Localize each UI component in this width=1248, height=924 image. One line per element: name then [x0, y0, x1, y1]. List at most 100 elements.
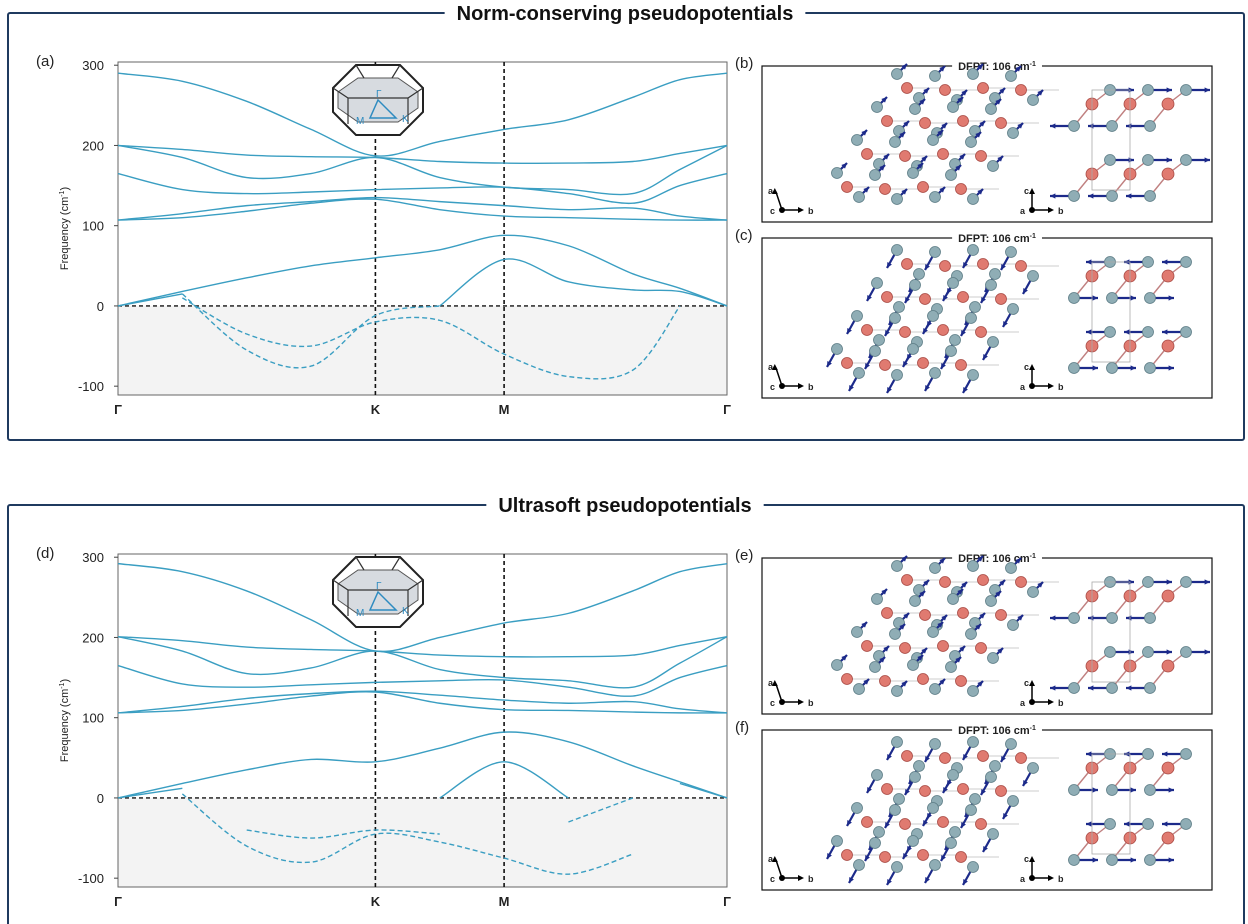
ligand-atom: [1145, 363, 1156, 374]
ligand-atom: [1143, 85, 1154, 96]
structure-inset: (e)DFPT: 106 cm-1acbcab: [735, 547, 1212, 714]
axis-label: c: [770, 206, 775, 216]
ligand-atom: [1008, 620, 1019, 631]
ligand-atom: [1145, 121, 1156, 132]
ligand-atom: [870, 346, 881, 357]
panel-label: (a): [36, 53, 54, 70]
ligand-atom: [870, 662, 881, 673]
ligand-atom: [890, 137, 901, 148]
ligand-atom: [970, 794, 981, 805]
ligand-atom: [966, 629, 977, 640]
chart: (d)-1000100200300Frequency (cm-1)ΓKMΓΓMK: [36, 545, 731, 909]
y-tick-label: -100: [78, 379, 104, 394]
caption-text: DFPT: 106 cm: [958, 233, 1030, 245]
ligand-atom: [870, 170, 881, 181]
ligand-atom: [832, 660, 843, 671]
phonon-band: [118, 637, 727, 657]
ligand-atom: [1145, 293, 1156, 304]
metal-atom: [862, 641, 873, 652]
metal-atom: [882, 292, 893, 303]
y-tick-label: 0: [97, 299, 104, 314]
metal-atom: [978, 751, 989, 762]
phonon-band: [118, 259, 727, 306]
bz-label: M: [356, 608, 364, 619]
ligand-atom: [910, 772, 921, 783]
ligand-atom: [1181, 577, 1192, 588]
metal-atom: [956, 360, 967, 371]
ligand-atom: [970, 302, 981, 313]
metal-atom: [976, 643, 987, 654]
ligand-atom: [1028, 95, 1039, 106]
metal-atom: [996, 786, 1007, 797]
ligand-atom: [872, 278, 883, 289]
ligand-atom: [990, 761, 1001, 772]
ligand-atom: [910, 596, 921, 607]
metal-atom: [958, 608, 969, 619]
ligand-atom: [1145, 613, 1156, 624]
metal-atom: [918, 850, 929, 861]
ligand-atom: [946, 838, 957, 849]
axis-label: b: [1058, 206, 1064, 216]
ligand-atom: [852, 627, 863, 638]
ligand-atom: [986, 280, 997, 291]
ligand-atom: [1181, 647, 1192, 658]
axis-label: b: [808, 206, 814, 216]
phonon-band: [118, 666, 727, 697]
ligand-atom: [946, 346, 957, 357]
caption-superscript: -1: [1030, 61, 1036, 68]
ligand-atom: [908, 168, 919, 179]
ligand-atom: [988, 337, 999, 348]
ligand-atom: [908, 660, 919, 671]
phonon-band: [118, 691, 727, 713]
ligand-atom: [1006, 71, 1017, 82]
ligand-atom: [988, 161, 999, 172]
metal-atom: [1162, 270, 1174, 282]
axis-label: c: [770, 698, 775, 708]
ligand-atom: [1069, 683, 1080, 694]
metal-atom: [956, 184, 967, 195]
phonon-band: [118, 235, 727, 306]
ligand-atom: [1069, 613, 1080, 624]
ligand-atom: [948, 278, 959, 289]
y-label-text: ): [59, 187, 71, 191]
ligand-atom: [872, 594, 883, 605]
ligand-atom: [1107, 613, 1118, 624]
ligand-atom: [892, 245, 903, 256]
imaginary-region: [118, 798, 727, 887]
ligand-atom: [1181, 85, 1192, 96]
ligand-atom: [1107, 785, 1118, 796]
metal-atom: [976, 327, 987, 338]
ligand-atom: [1107, 683, 1118, 694]
ligand-atom: [930, 192, 941, 203]
axis-label: b: [1058, 874, 1064, 884]
ligand-atom: [928, 311, 939, 322]
bz-label: Γ: [376, 89, 382, 100]
phonon-band: [118, 637, 727, 688]
ligand-atom: [948, 102, 959, 113]
metal-atom: [978, 83, 989, 94]
metal-atom: [880, 852, 891, 863]
metal-atom: [1162, 340, 1174, 352]
x-tick-label: Γ: [114, 402, 122, 417]
metal-atom: [940, 753, 951, 764]
ligand-atom: [990, 269, 1001, 280]
phonon-band: [118, 198, 727, 220]
ligand-atom: [968, 737, 979, 748]
metal-atom: [918, 182, 929, 193]
metal-atom: [920, 610, 931, 621]
x-tick-label: M: [499, 894, 510, 909]
ligand-atom: [1008, 304, 1019, 315]
ligand-atom: [966, 313, 977, 324]
x-tick-label: Γ: [723, 402, 731, 417]
ligand-atom: [852, 803, 863, 814]
ligand-atom: [1069, 855, 1080, 866]
metal-atom: [862, 325, 873, 336]
ligand-atom: [872, 102, 883, 113]
panel-label: (d): [36, 545, 54, 562]
metal-atom: [900, 819, 911, 830]
ligand-atom: [908, 836, 919, 847]
ligand-atom: [894, 794, 905, 805]
x-tick-label: Γ: [114, 894, 122, 909]
metal-atom: [880, 184, 891, 195]
ligand-atom: [892, 194, 903, 205]
